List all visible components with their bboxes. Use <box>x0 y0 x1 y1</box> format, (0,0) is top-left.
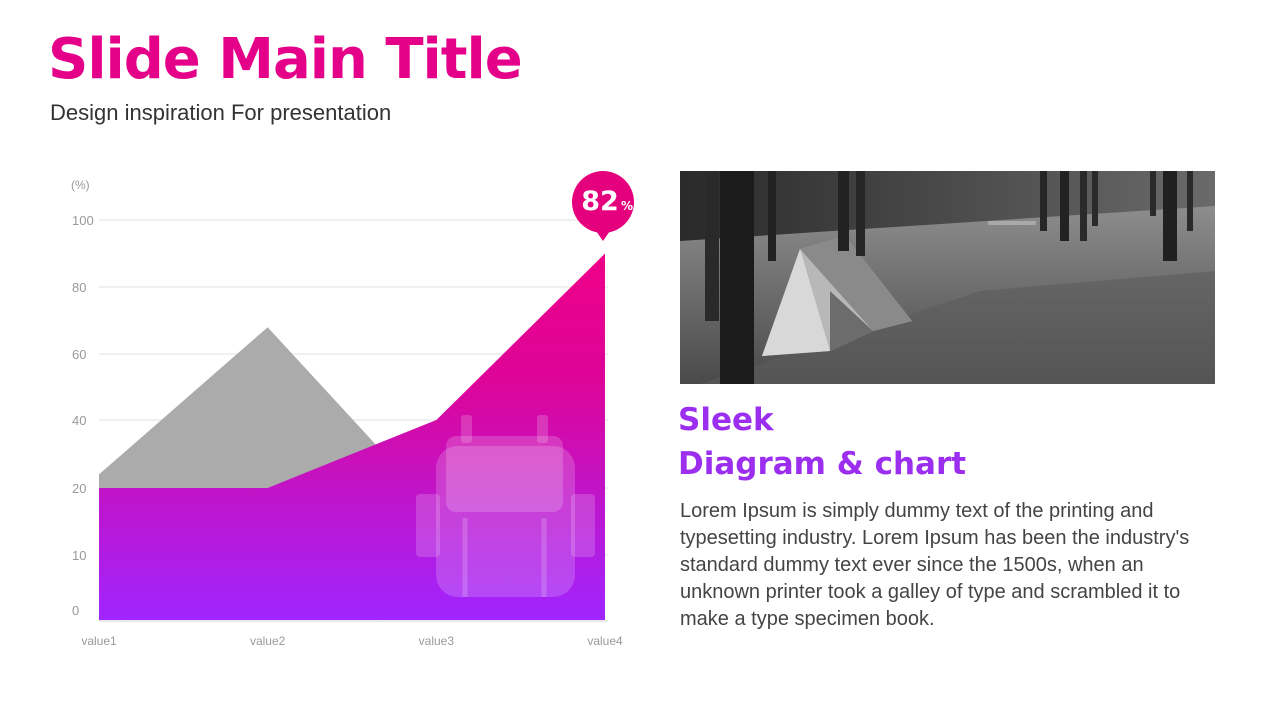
x-tick-label: value4 <box>587 634 623 648</box>
series-main-area <box>99 253 605 620</box>
slide-title: Slide Main Title <box>48 27 523 92</box>
y-axis-unit-label: (%) <box>71 178 90 192</box>
callout-unit: % <box>621 199 633 213</box>
heading-line-1: Sleek <box>678 402 774 438</box>
x-tick-label: value3 <box>419 634 455 648</box>
heading-line-2: Diagram & chart <box>678 446 967 482</box>
camping-photo <box>680 171 1215 384</box>
section-heading: Sleek Diagram & chart <box>678 398 966 486</box>
y-tick-label: 0 <box>72 603 79 618</box>
x-tick-label: value2 <box>250 634 286 648</box>
callout-value: 82 <box>581 186 619 217</box>
y-tick-label: 10 <box>72 548 86 563</box>
slide-subtitle: Design inspiration For presentation <box>50 100 392 125</box>
area-chart: 0 10 20 40 60 80 100 (%) value1 value2 value3 val… <box>71 171 634 648</box>
value-callout: 82 % <box>572 171 634 241</box>
y-tick-label: 40 <box>72 413 86 428</box>
y-tick-label: 20 <box>72 481 86 496</box>
backpack-icon-details <box>462 518 547 597</box>
y-tick-label: 80 <box>72 280 86 295</box>
y-tick-label: 100 <box>72 213 94 228</box>
backpack-icon <box>416 415 595 597</box>
section-body-text: Lorem Ipsum is simply dummy text of the … <box>680 500 1190 630</box>
y-tick-label: 60 <box>72 347 86 362</box>
x-tick-label: value1 <box>81 634 117 648</box>
